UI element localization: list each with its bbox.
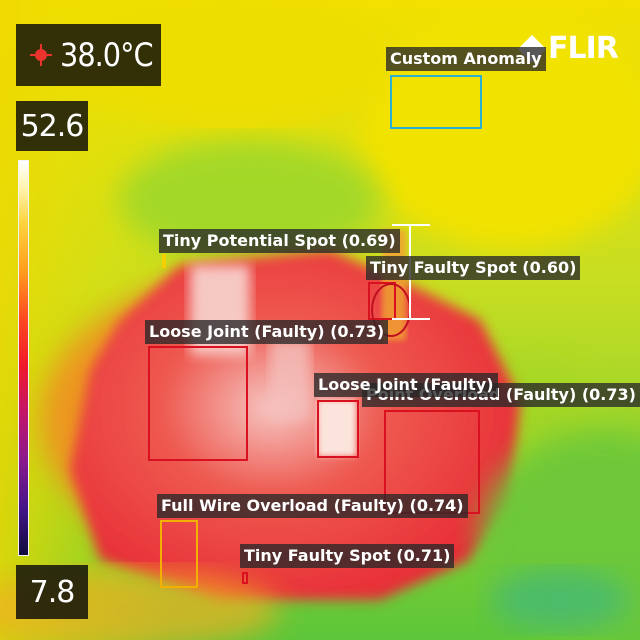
scale-max-value: 52.6 xyxy=(16,101,88,151)
flir-logo-text: FLIR xyxy=(548,31,619,66)
detection-label-tiny-faulty-spot-pole: Tiny Faulty Spot (0.60) xyxy=(366,256,581,280)
temperature-colorbar xyxy=(18,160,29,556)
pole-measurement-marker xyxy=(392,224,430,320)
flir-logo: FLIR xyxy=(517,31,619,66)
detection-label-tiny-potential-spot: Tiny Potential Spot (0.69) xyxy=(159,229,400,253)
detection-box-loose-joint-center[interactable] xyxy=(317,400,359,458)
detection-label-tiny-faulty-spot-bottom: Tiny Faulty Spot (0.71) xyxy=(240,544,455,568)
spot-temperature-value: 38.0°C xyxy=(60,36,154,74)
scale-min-value: 7.8 xyxy=(16,565,88,619)
detection-label-full-wire-overload: Full Wire Overload (Faulty) (0.74) xyxy=(157,494,468,518)
detection-box-custom-anomaly[interactable] xyxy=(390,75,482,129)
detection-box-tiny-faulty-spot-bottom[interactable] xyxy=(242,572,248,584)
crosshair-spot-icon xyxy=(30,44,52,66)
spot-temperature-readout: 38.0°C xyxy=(16,24,161,86)
detection-box-full-wire-overload[interactable] xyxy=(160,520,198,588)
detection-box-loose-joint-left[interactable] xyxy=(148,346,248,461)
detection-label-loose-joint-center: Loose Joint (Faulty) xyxy=(314,373,498,397)
detection-box-tiny-potential-spot[interactable] xyxy=(162,254,166,268)
detection-label-custom-anomaly: Custom Anomaly xyxy=(386,47,546,71)
detection-label-loose-joint-left: Loose Joint (Faulty) (0.73) xyxy=(145,320,389,344)
